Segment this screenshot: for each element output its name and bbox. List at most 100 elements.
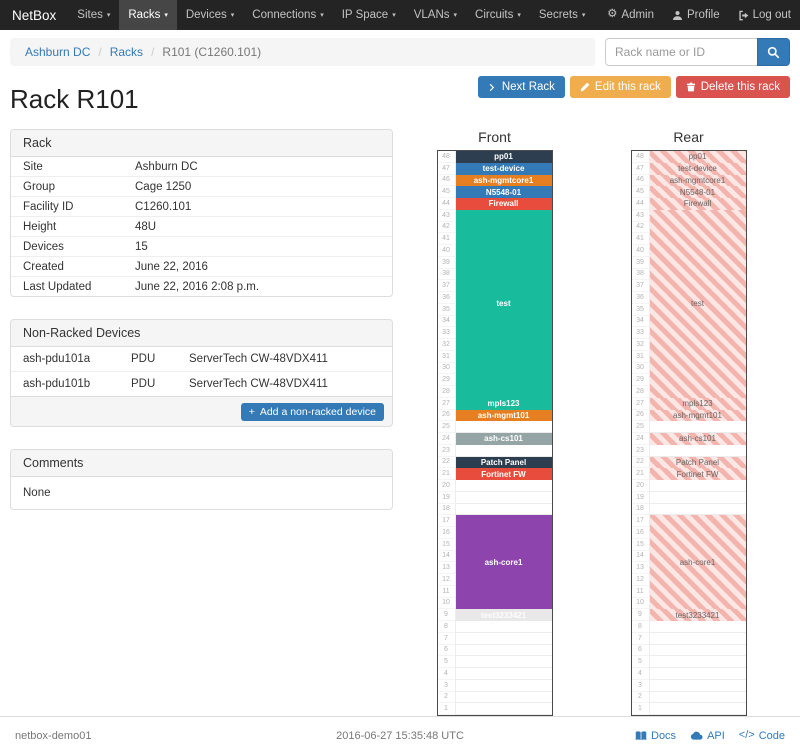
rack-device-ash-mgmt101[interactable]: ash-mgmt101 — [455, 409, 552, 422]
rack-device-ash-core1[interactable]: ash-core1 — [455, 515, 552, 610]
unit-number: 15 — [437, 539, 455, 551]
attribute-value[interactable]: Cage 1250 — [123, 176, 392, 197]
rack-device-patch-panel[interactable]: Patch Panel — [455, 456, 552, 469]
chevron-down-icon: ▾ — [106, 12, 111, 19]
device-name-link[interactable]: ash-pdu101a — [23, 353, 91, 365]
rack-unit-slot[interactable] — [649, 680, 746, 692]
search-button[interactable] — [757, 38, 790, 66]
rack-device-ash-cs101[interactable]: ash-cs101 — [455, 433, 552, 445]
rack-unit-slot[interactable] — [649, 480, 746, 492]
navbar-menu: Sites ▾ Racks ▾ Devices ▾ Connections ▾ IP Space… — [68, 0, 594, 30]
rack-unit-slot[interactable] — [649, 692, 746, 704]
rack-unit-slot[interactable] — [455, 633, 552, 645]
footer-link-code[interactable]: </> Code — [739, 729, 785, 742]
rack-unit-slot[interactable] — [455, 703, 552, 715]
rack-device-test-device[interactable]: test-device — [649, 162, 746, 175]
rack-unit-slot[interactable] — [649, 668, 746, 680]
rack-device-ash-mgmtcore1[interactable]: ash-mgmtcore1 — [455, 174, 552, 187]
nav-item-devices[interactable]: Devices ▾ — [177, 0, 243, 30]
rack-device-ash-mgmtcore1[interactable]: ash-mgmtcore1 — [649, 174, 746, 187]
rack-device-test[interactable]: test — [649, 209, 746, 398]
next-rack-button[interactable]: Next Rack — [477, 76, 565, 98]
rack-device-fortinet-fw[interactable]: Fortinet FW — [649, 468, 746, 480]
nav-item-sites[interactable]: Sites ▾ — [68, 0, 119, 30]
rack-device-test3233421[interactable]: test3233421 — [455, 609, 552, 621]
rack-unit-slot[interactable] — [455, 445, 552, 457]
unit-number: 44 — [631, 198, 649, 210]
unit-number: 32 — [437, 339, 455, 351]
rack-device-fortinet-fw[interactable]: Fortinet FW — [455, 468, 552, 480]
nav-item-label: Profile — [687, 9, 720, 21]
rack-unit-slot[interactable] — [649, 645, 746, 657]
rack-device-pp01[interactable]: pp01 — [649, 151, 746, 163]
unit-number: 25 — [437, 421, 455, 433]
nav-item-profile[interactable]: Profile — [663, 0, 729, 30]
nav-item-circuits[interactable]: Circuits ▾ — [466, 0, 530, 30]
rack-unit-slot[interactable] — [455, 656, 552, 668]
rack-unit-slot[interactable] — [649, 621, 746, 633]
edit-this-rack-button[interactable]: Edit this rack — [569, 76, 671, 98]
nav-item-connections[interactable]: Connections ▾ — [243, 0, 332, 30]
rack-device-firewall[interactable]: Firewall — [649, 198, 746, 210]
unit-number: 37 — [437, 280, 455, 292]
rack-device-n5548-01[interactable]: N5548-01 — [455, 186, 552, 198]
attribute-value[interactable]: Ashburn DC — [135, 160, 198, 173]
pencil-icon — [580, 82, 590, 92]
rack-unit-slot[interactable] — [649, 445, 746, 457]
rack-device-patch-panel[interactable]: Patch Panel — [649, 456, 746, 469]
unit-number: 10 — [631, 598, 649, 610]
rack-unit-slot[interactable] — [649, 656, 746, 668]
rack-device-test3233421[interactable]: test3233421 — [649, 609, 746, 621]
button-label: Next Rack — [501, 81, 555, 93]
rack-device-test[interactable]: test — [455, 209, 552, 398]
footer-link-docs[interactable]: Docs — [635, 729, 676, 742]
nav-item-label: Devices — [185, 9, 227, 21]
unit-number: 8 — [631, 621, 649, 633]
nav-item-secrets[interactable]: Secrets ▾ — [530, 0, 595, 30]
rack-device-firewall[interactable]: Firewall — [455, 198, 552, 210]
rack-device-test-device[interactable]: test-device — [455, 162, 552, 175]
nav-item-admin[interactable]: ⚙ Admin — [598, 0, 663, 30]
unit-number: 13 — [437, 562, 455, 574]
rack-unit-slot[interactable] — [649, 421, 746, 433]
rack-device-mpls123[interactable]: mpls123 — [455, 397, 552, 410]
rack-unit-slot[interactable] — [649, 504, 746, 516]
device-name-link[interactable]: ash-pdu101b — [11, 371, 119, 396]
nav-item-vlans[interactable]: VLANs ▾ — [405, 0, 466, 30]
search-input[interactable] — [605, 38, 757, 66]
delete-this-rack-button[interactable]: Delete this rack — [675, 76, 790, 98]
rack-device-ash-core1[interactable]: ash-core1 — [649, 515, 746, 610]
chevron-down-icon: ▾ — [164, 12, 168, 19]
rack-unit-slot[interactable] — [649, 633, 746, 645]
rack-device-ash-cs101[interactable]: ash-cs101 — [649, 433, 746, 445]
rack-unit-slot[interactable] — [455, 504, 552, 516]
rack-device-pp01[interactable]: pp01 — [455, 151, 552, 163]
rack-unit-slot[interactable] — [455, 480, 552, 492]
breadcrumb-item-ashburn-dc[interactable]: Ashburn DC — [25, 45, 91, 59]
nav-item-ip-space[interactable]: IP Space ▾ — [333, 0, 405, 30]
navbar-brand[interactable]: NetBox — [12, 7, 57, 23]
rack-unit-slot[interactable] — [455, 421, 552, 433]
rack-unit-slot[interactable] — [455, 692, 552, 704]
rack-unit-slot[interactable] — [455, 680, 552, 692]
rack-unit-slot[interactable] — [455, 668, 552, 680]
nav-item-racks[interactable]: Racks ▾ — [119, 0, 177, 30]
rack-device-ash-mgmt101[interactable]: ash-mgmt101 — [649, 409, 746, 422]
plus-icon: + — [248, 406, 255, 418]
rack-unit-slot[interactable] — [455, 645, 552, 657]
rack-unit-slot[interactable] — [455, 621, 552, 633]
rack-unit-slot[interactable] — [649, 492, 746, 504]
add-nonracked-device-button[interactable]: + Add a non-racked device — [240, 403, 384, 422]
nav-item-label: VLANs — [413, 9, 450, 21]
footer-link-api[interactable]: API — [690, 729, 725, 742]
attribute-value[interactable]: 15 — [123, 236, 392, 257]
nav-item-log-out[interactable]: Log out — [729, 0, 800, 30]
breadcrumb-item-racks[interactable]: Racks — [109, 45, 144, 59]
rack-device-mpls123[interactable]: mpls123 — [649, 397, 746, 410]
rack-device-n5548-01[interactable]: N5548-01 — [649, 186, 746, 198]
page-actions: Next Rack Edit this rack Delete this rack — [477, 76, 790, 98]
unit-number: 37 — [631, 280, 649, 292]
rack-unit-slot[interactable] — [649, 703, 746, 715]
rack-unit-slot[interactable] — [455, 492, 552, 504]
breadcrumb-separator: / — [98, 45, 102, 59]
